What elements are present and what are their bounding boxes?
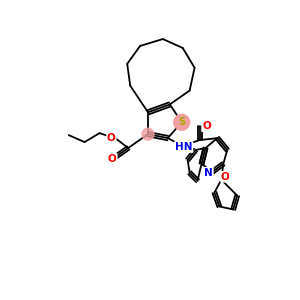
- Circle shape: [142, 128, 154, 140]
- Text: S: S: [178, 117, 185, 127]
- Text: O: O: [202, 121, 211, 131]
- Text: N: N: [204, 168, 213, 178]
- Text: O: O: [221, 172, 230, 182]
- Text: O: O: [107, 133, 116, 143]
- Text: HN: HN: [175, 142, 192, 152]
- Circle shape: [174, 114, 190, 130]
- Text: O: O: [108, 154, 117, 164]
